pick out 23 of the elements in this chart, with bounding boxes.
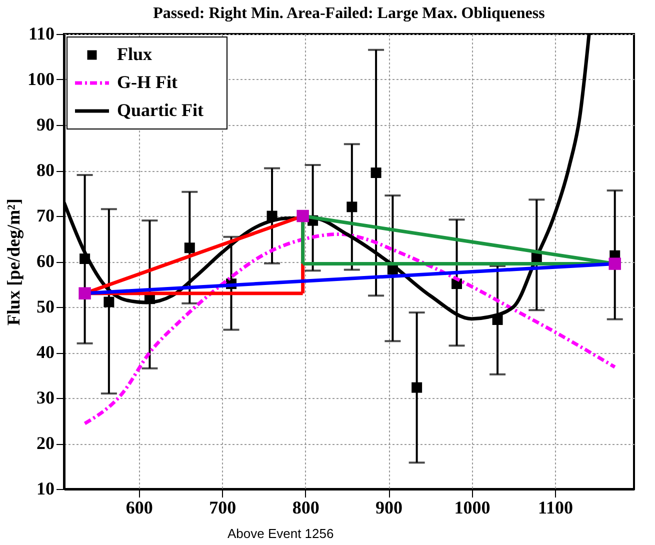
x-tick-label: 1000 <box>454 498 490 518</box>
legend-label: Flux <box>117 44 152 64</box>
text: Above Event 1256 <box>227 526 334 541</box>
y-tick-label: 10 <box>36 478 54 498</box>
x-tick-label: 1100 <box>538 498 573 518</box>
y-tick-label: 60 <box>36 251 54 271</box>
x-tick-label: 900 <box>376 498 403 518</box>
y-tick-label: 70 <box>36 206 54 226</box>
y-tick-label: 50 <box>36 296 54 316</box>
y-tick-label: 90 <box>36 114 54 134</box>
y-tick-label: 100 <box>28 69 54 89</box>
y-tick-label: 30 <box>36 388 54 408</box>
legend-label: G-H Fit <box>117 72 178 92</box>
x-tick-label: 800 <box>292 498 320 518</box>
y-axis-title: Flux [pe/deg/m²] <box>4 198 24 326</box>
x-tick-label: 600 <box>126 498 153 518</box>
y-tick-label: 80 <box>36 160 54 180</box>
legend-label: Quartic Fit <box>117 100 204 120</box>
x-tick-label: 700 <box>209 498 236 518</box>
y-tick-label: 110 <box>28 24 54 44</box>
chart-title: Passed: Right Min. Area-Failed: Large Max. Obliqueness <box>153 5 545 22</box>
y-tick-label: 20 <box>36 433 54 453</box>
y-tick-label: 40 <box>36 342 54 362</box>
